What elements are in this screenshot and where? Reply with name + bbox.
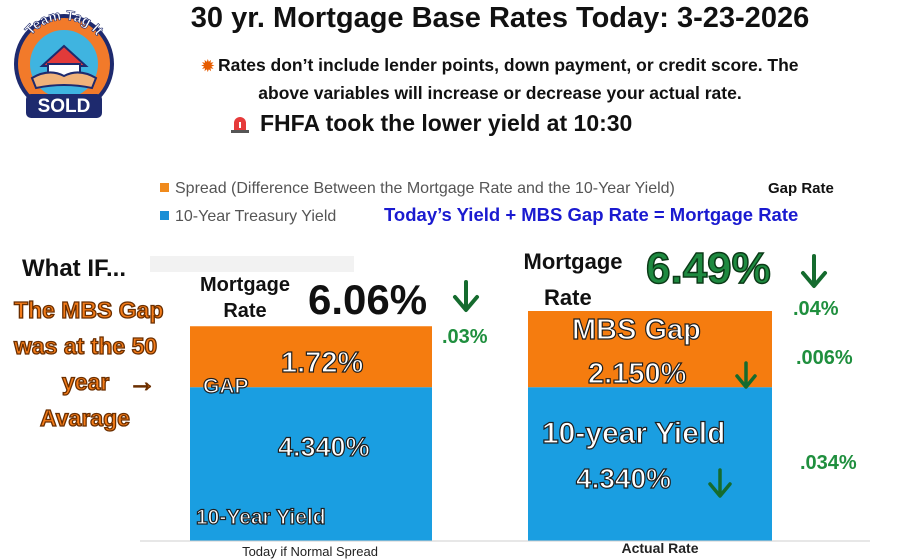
right-mortgage-rate-label: Mortgage Rate bbox=[508, 244, 638, 316]
what-if-heading: What IF... bbox=[22, 255, 126, 282]
page-title: 30 yr. Mortgage Base Rates Today: 3-23-2… bbox=[190, 2, 810, 34]
left-rate-down-arrow-icon bbox=[453, 280, 479, 312]
legend-swatch-treasury bbox=[160, 211, 169, 220]
right-mortgage-label-line-2: Rate bbox=[544, 285, 592, 310]
what-if-underline bbox=[150, 256, 354, 272]
left-yield-value: 4.340% bbox=[277, 431, 370, 462]
right-yield-word: 10-year Yield bbox=[541, 416, 726, 450]
gap-rate-label: Gap Rate bbox=[768, 180, 834, 197]
explosion-icon: ✹ bbox=[201, 58, 215, 75]
right-yield-change: .034% bbox=[800, 452, 857, 474]
legend-label-spread: Spread (Difference Between the Mortgage … bbox=[175, 180, 675, 197]
right-arrow-icon: → bbox=[127, 365, 156, 397]
bar-actual-treasury bbox=[528, 387, 772, 541]
left-mortgage-label-line-1: Mortgage bbox=[200, 274, 290, 296]
legend-item-treasury: 10-Year Treasury Yield bbox=[160, 208, 336, 226]
x-tick-label-today: Today if Normal Spread bbox=[242, 544, 378, 559]
right-mortgage-rate-value: 6.49% bbox=[645, 243, 771, 294]
bar-today-normal-treasury bbox=[190, 387, 432, 541]
note-line-4: Avarage bbox=[39, 404, 130, 431]
right-yield-value: 4.340% bbox=[575, 462, 671, 494]
left-gap-value: 1.72% bbox=[280, 346, 364, 379]
left-mortgage-label-line-2: Rate bbox=[223, 300, 267, 322]
left-yield-caption: 10-Year Yield bbox=[195, 505, 326, 529]
fhfa-alert: FHFA took the lower yield at 10:30 bbox=[230, 110, 632, 137]
right-rate-down-arrow-icon bbox=[801, 254, 827, 288]
right-rate-change: .04% bbox=[793, 298, 839, 320]
right-gap-change: .006% bbox=[796, 347, 853, 369]
gap-down-arrow-icon bbox=[735, 361, 757, 389]
yield-down-arrow-icon bbox=[708, 468, 732, 498]
disclaimer-line-1: Rates don’t include lender points, down … bbox=[218, 55, 799, 75]
legend-swatch-spread bbox=[160, 183, 169, 192]
bar-today-normal-spread bbox=[190, 326, 432, 388]
right-mortgage-label-line-1: Mortgage bbox=[523, 249, 623, 274]
rate-disclaimer: ✹ Rates don’t include lender points, down… bbox=[150, 52, 850, 107]
note-line-1: The MBS Gap bbox=[13, 296, 164, 323]
note-line-3: year bbox=[61, 368, 110, 395]
legend-label-treasury: 10-Year Treasury Yield bbox=[175, 208, 337, 225]
left-mortgage-rate-label: Mortgage Rate bbox=[190, 272, 300, 324]
legend-item-spread: Spread (Difference Between the Mortgage … bbox=[160, 180, 675, 198]
rate-formula: Today’s Yield + MBS Gap Rate = Mortgage … bbox=[384, 204, 799, 225]
left-mortgage-rate-value: 6.06% bbox=[308, 276, 428, 323]
logo-sold-text: SOLD bbox=[38, 96, 91, 117]
x-tick-label-actual: Actual Rate bbox=[621, 540, 699, 556]
disclaimer-line-2: above variables will increase or decreas… bbox=[258, 83, 742, 103]
team-tag-it-logo: Team Tag It SOLD bbox=[4, 4, 124, 124]
fhfa-alert-text: FHFA took the lower yield at 10:30 bbox=[260, 110, 633, 136]
right-gap-word: MBS Gap bbox=[571, 313, 701, 346]
note-line-2: was at the 50 bbox=[13, 332, 158, 359]
left-gap-word: GAP bbox=[202, 374, 249, 398]
right-gap-value: 2.150% bbox=[587, 357, 687, 390]
siren-icon bbox=[231, 117, 249, 133]
left-rate-change: .03% bbox=[442, 326, 488, 348]
bar-actual-spread bbox=[528, 311, 772, 388]
